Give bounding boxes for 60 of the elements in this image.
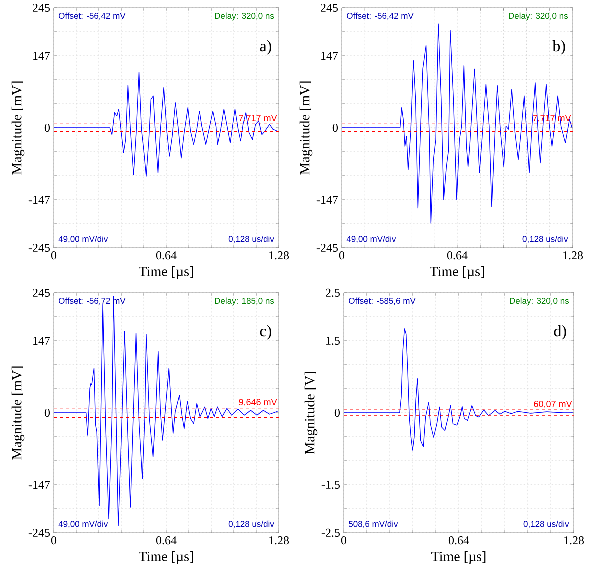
y-tick-label: 0 (334, 408, 340, 418)
x-tick-label: 1.28 (270, 252, 290, 260)
y-axis-title: Magnitude [mV] (12, 82, 25, 175)
x-tick-label: 0.64 (156, 536, 177, 545)
y-tick-label: 1.5 (326, 336, 340, 346)
annotation: 49,00 mV/div (58, 520, 108, 528)
y-tick-label: -1.5 (322, 480, 340, 490)
x-axis-title: Time [µs] (432, 552, 486, 564)
y-tick-label: 147 (34, 337, 50, 345)
annotation: 49,00 mV/div (346, 236, 396, 244)
ref-line-label: 60,07 mV (534, 400, 572, 408)
y-tick-label: -245 (28, 244, 50, 252)
annotation: a) (260, 40, 272, 55)
x-tick-label: 0.64 (447, 252, 468, 260)
x-axis-title: Time [µs] (430, 266, 484, 280)
y-tick-label: 245 (33, 288, 50, 298)
x-tick-label: 1.28 (564, 536, 584, 545)
x-axis-title: Time [µs] (139, 552, 194, 564)
y-axis-title: Magnitude [mV] (12, 366, 25, 460)
x-tick-label: 1.28 (564, 252, 584, 260)
y-tick-label: -245 (28, 528, 50, 538)
annotation: b) (552, 40, 566, 55)
x-tick-label: 0 (51, 252, 57, 260)
y-tick-label: 245 (33, 4, 50, 12)
annotation: Delay: 320,0 ns (509, 12, 568, 21)
x-axis-title: Time [µs] (139, 266, 194, 280)
y-tick-label: -147 (316, 196, 338, 204)
x-tick-label: 0.64 (448, 536, 470, 545)
annotation: Delay: 320,0 ns (215, 12, 274, 21)
annotation: 49,00 mV/div (58, 236, 108, 244)
annotation: Delay: 185,0 ns (215, 298, 274, 306)
y-tick-label: 147 (322, 52, 338, 60)
y-tick-label: -147 (28, 196, 50, 204)
x-tick-label: 0 (341, 536, 347, 545)
annotation: Delay: 320,0 ns (510, 298, 570, 306)
annotation: 0,128 us/div (522, 236, 568, 244)
annotation: d) (554, 325, 566, 340)
y-tick-label: 0 (44, 408, 50, 418)
y-tick-label: 147 (34, 52, 50, 60)
x-tick-label: 0.64 (156, 252, 177, 260)
y-tick-label: 0 (44, 124, 50, 132)
x-tick-label: 1.28 (270, 536, 290, 545)
annotation: Offset: -56,42 mV (347, 12, 414, 20)
y-tick-label: 2.5 (326, 288, 340, 298)
annotation: c) (260, 325, 272, 340)
y-tick-label: 245 (321, 4, 338, 12)
y-axis-title: Magnitude [mV] (300, 82, 313, 175)
annotation: 0,128 us/div (228, 236, 274, 244)
y-tick-label: -147 (28, 481, 50, 489)
annotation: Offset: -56,42 mV (58, 12, 126, 20)
annotation: 0,128 us/div (228, 520, 274, 528)
y-axis-title: Magnitude [V] (304, 372, 318, 454)
y-tick-label: -2.5 (322, 528, 340, 538)
annotation: Offset: -585,6 mV (349, 298, 416, 306)
y-tick-label: -245 (316, 244, 338, 252)
annotation: 0,128 us/div (524, 520, 570, 528)
x-tick-label: 0 (51, 536, 57, 545)
y-tick-label: 0 (332, 124, 338, 132)
ref-line-label: 9,646 mV (239, 399, 278, 407)
annotation: 508,6 mV/div (348, 520, 398, 528)
